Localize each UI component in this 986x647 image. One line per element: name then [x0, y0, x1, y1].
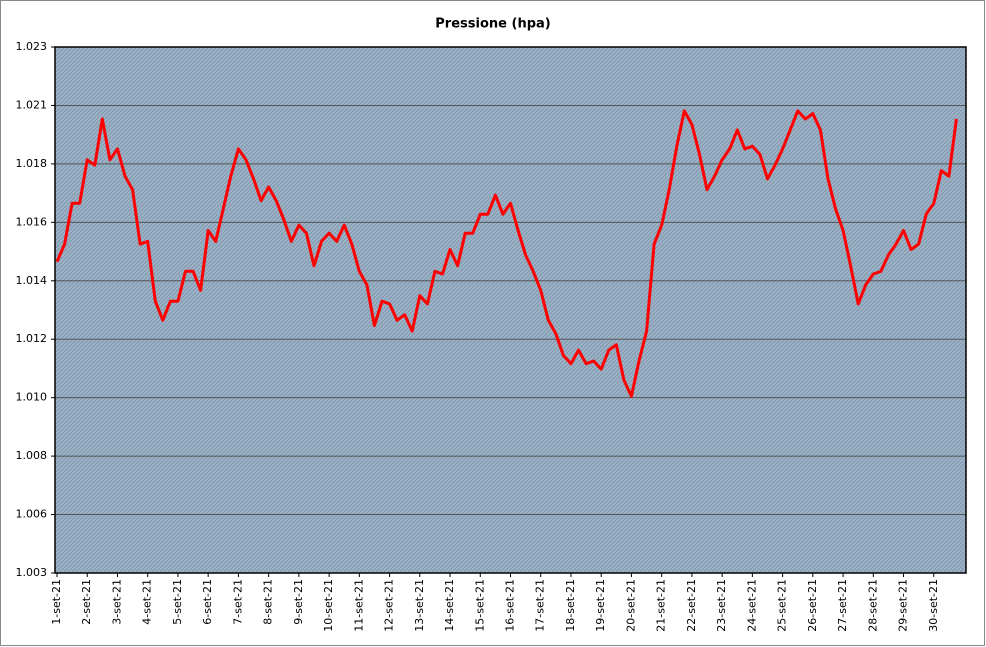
y-tick-label: 1.010 [16, 391, 48, 404]
x-tick-label: 17-set-21 [534, 579, 547, 632]
x-tick-label: 7-set-21 [231, 579, 244, 625]
y-tick-label: 1.014 [16, 274, 48, 287]
x-tick-label: 19-set-21 [594, 579, 607, 632]
x-tick-label: 18-set-21 [564, 579, 577, 632]
x-tick-label: 8-set-21 [262, 579, 275, 625]
x-tick-label: 4-set-21 [141, 579, 154, 625]
x-tick-label: 30-set-21 [927, 579, 940, 632]
x-tick-label: 29-set-21 [897, 579, 910, 632]
x-tick-label: 24-set-21 [745, 579, 758, 632]
y-tick-label: 1.006 [16, 508, 48, 521]
x-tick-label: 27-set-21 [836, 579, 849, 632]
x-tick-label: 12-set-21 [383, 579, 396, 632]
x-tick-label: 1-set-21 [50, 579, 63, 625]
y-tick-label: 1.008 [16, 449, 48, 462]
series-line [55, 109, 958, 398]
x-tick-label: 22-set-21 [685, 579, 698, 632]
x-tick-label: 26-set-21 [806, 579, 819, 632]
x-tick-label: 11-set-21 [352, 579, 365, 632]
x-tick-label: 23-set-21 [715, 579, 728, 632]
x-tick-label: 21-set-21 [655, 579, 668, 632]
plot-area [55, 47, 966, 573]
chart-title: Pressione (hpa) [435, 17, 550, 32]
x-tick-label: 20-set-21 [624, 579, 637, 632]
x-tick-label: 10-set-21 [322, 579, 335, 632]
x-tick-label: 13-set-21 [413, 579, 426, 632]
x-tick-label: 25-set-21 [776, 579, 789, 632]
plot-border [54, 46, 967, 574]
x-tick-label: 28-set-21 [866, 579, 879, 632]
x-tick-label: 9-set-21 [292, 579, 305, 625]
x-tick-label: 16-set-21 [504, 579, 517, 632]
x-tick-label: 2-set-21 [80, 579, 93, 625]
y-tick-label: 1.018 [16, 157, 48, 170]
x-tick-label: 5-set-21 [171, 579, 184, 625]
x-tick-label: 15-set-21 [473, 579, 486, 632]
y-tick-label: 1.021 [16, 98, 48, 111]
y-tick-label: 1.023 [16, 40, 48, 53]
x-tick-label: 6-set-21 [201, 579, 214, 625]
x-tick-label: 14-set-21 [443, 579, 456, 632]
y-tick-label: 1.003 [16, 566, 48, 579]
y-tick-label: 1.016 [16, 215, 48, 228]
x-tick-label: 3-set-21 [110, 579, 123, 625]
y-tick-label: 1.012 [16, 332, 48, 345]
